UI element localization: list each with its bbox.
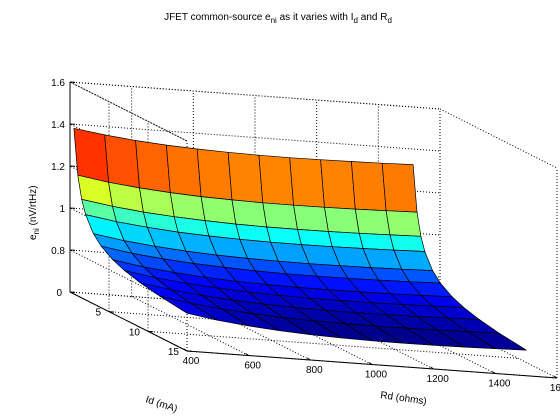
title-part-2: as it varies with I xyxy=(277,12,354,23)
chart-title: JFET common-source eni as it varies with… xyxy=(164,12,392,25)
surface-patch xyxy=(328,231,364,249)
title-part-3: and R xyxy=(358,12,387,23)
y-tick-label: 5 xyxy=(95,308,101,319)
surface-patch xyxy=(73,127,109,183)
surface-patch xyxy=(169,192,206,221)
x-tick xyxy=(183,348,188,352)
surface-patch xyxy=(385,210,422,237)
x-tick xyxy=(492,371,496,374)
z-tick-label: 1.4 xyxy=(51,120,65,131)
surface-patch xyxy=(104,134,140,189)
x-tick-label: 1400 xyxy=(488,379,511,390)
z-label-rest: (nV/rtHz) xyxy=(28,185,39,228)
surface-patch xyxy=(289,157,325,208)
x-tick xyxy=(368,362,373,365)
z-tick-label: 0.8 xyxy=(51,246,65,257)
z-axis-label: eni (nV/rtHz) xyxy=(28,185,41,240)
y-axis-line xyxy=(69,291,188,352)
surface-patch xyxy=(231,199,268,228)
x-tick xyxy=(553,375,558,379)
surface-patch xyxy=(166,144,202,197)
surface-patch xyxy=(381,162,418,213)
x-tick-label: 600 xyxy=(244,361,261,372)
x-tick-label: 1200 xyxy=(427,374,450,385)
grid-line xyxy=(131,296,249,356)
z-label-sub: ni xyxy=(32,228,41,234)
x-tick xyxy=(430,366,434,370)
surface-patch xyxy=(354,208,391,236)
surface-patch xyxy=(258,154,294,206)
surface-patch xyxy=(227,151,264,204)
y-tick-label: 0 xyxy=(56,288,62,299)
z-tick-label: 1.6 xyxy=(51,78,65,89)
z-tick-label: 1.2 xyxy=(51,162,65,173)
surface-patch xyxy=(351,161,387,212)
x-tick-label: 800 xyxy=(306,365,323,376)
x-axis-label: Rd (ohms) xyxy=(380,390,428,407)
surface-patch xyxy=(200,196,237,225)
surface-patch xyxy=(293,204,329,232)
tick-marks xyxy=(69,81,558,379)
z-label-main: e xyxy=(28,234,39,240)
surface-patch xyxy=(320,159,356,210)
surface-patch xyxy=(467,331,527,351)
surface-patch xyxy=(196,148,233,201)
grid-line xyxy=(69,81,441,110)
box-edge xyxy=(69,81,188,142)
grid-line xyxy=(147,330,519,359)
y-tick-label: 10 xyxy=(129,327,141,338)
x-tick-label: 400 xyxy=(183,356,200,367)
surface-patch xyxy=(389,234,426,252)
surface-patch xyxy=(324,206,360,234)
box-edge xyxy=(439,108,558,169)
y-tick-label: 15 xyxy=(168,347,180,358)
title-sub-2: d xyxy=(354,16,358,25)
x-tick-label: 1000 xyxy=(365,370,388,381)
surface-mesh xyxy=(73,127,527,351)
surface-patch xyxy=(358,232,395,251)
surface-patch xyxy=(262,202,298,230)
x-tick-label: 1600 xyxy=(550,383,560,394)
x-tick xyxy=(245,353,249,356)
y-axis-label: Id (mA) xyxy=(144,394,179,415)
x-tick xyxy=(307,357,311,361)
title-part-1: JFET common-source e xyxy=(164,12,271,23)
title-sub-1: ni xyxy=(271,16,277,25)
surface-patch xyxy=(297,229,333,248)
grid-line xyxy=(69,81,188,142)
title-sub-3: d xyxy=(387,16,391,25)
z-tick-label: 1 xyxy=(59,204,65,215)
surface-patch xyxy=(135,140,171,193)
